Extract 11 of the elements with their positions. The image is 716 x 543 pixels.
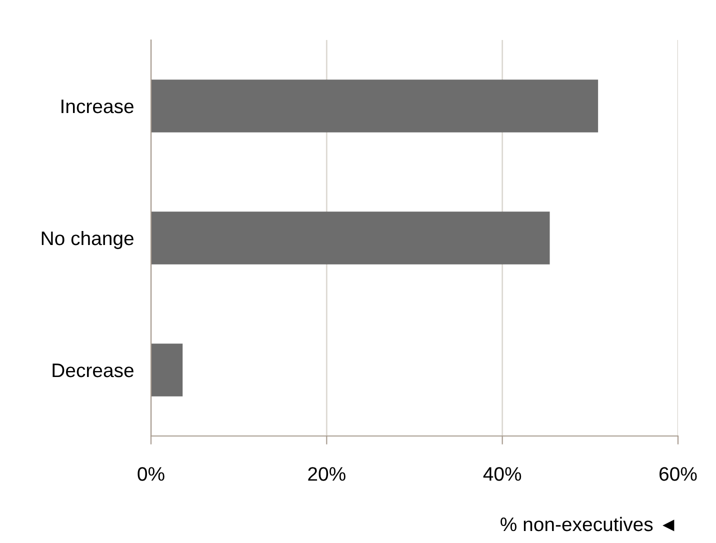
bar [151, 212, 550, 264]
bar [151, 80, 598, 132]
bar [151, 344, 183, 396]
x-tick-label: 60% [660, 467, 697, 481]
x-axis-title: % non-executives ◄ [500, 516, 674, 532]
y-tick-label: Decrease [52, 364, 134, 378]
x-tick-label: 0% [138, 467, 164, 481]
y-tick-label: No change [42, 230, 134, 250]
x-tick-label: 40% [483, 467, 522, 481]
x-tick-label: 20% [308, 467, 346, 481]
y-tick-label: Increase [62, 100, 134, 114]
